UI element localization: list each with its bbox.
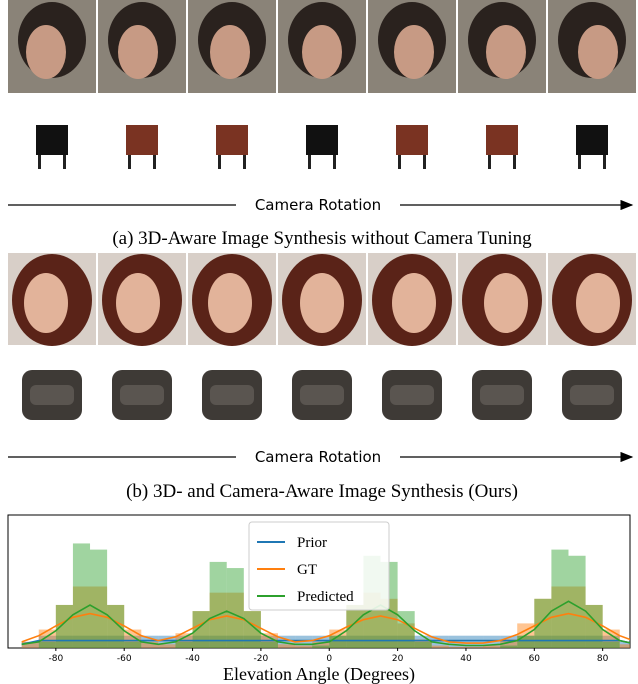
x-tick-label: -20 — [254, 654, 269, 664]
histogram-bar — [603, 642, 620, 648]
legend-label: Prior — [297, 535, 327, 551]
chair-leg — [488, 155, 491, 169]
face — [484, 273, 528, 333]
x-axis-label: Elevation Angle (Degrees) — [223, 664, 415, 684]
histogram-bar — [551, 550, 568, 648]
x-tick-label: 0 — [326, 654, 332, 664]
x-tick-label: 60 — [529, 654, 541, 664]
chair-leg — [513, 155, 516, 169]
x-tick-label: 40 — [460, 654, 472, 664]
histogram-bar — [278, 644, 295, 648]
histogram-bar — [312, 646, 329, 648]
chair-leg — [63, 155, 66, 169]
histogram-bar — [158, 644, 175, 648]
caption: (b) 3D- and Camera-Aware Image Synthesis… — [126, 481, 518, 502]
histogram-bar — [517, 636, 534, 648]
chair-image — [486, 125, 518, 155]
histogram-bar — [295, 646, 312, 648]
histogram-bar — [415, 642, 432, 648]
face — [300, 273, 344, 333]
histogram-bar — [73, 543, 90, 648]
chair-leg — [603, 155, 606, 169]
page: Camera Rotation (a) 3D-Aware Image Synth… — [0, 0, 638, 684]
chart: -80 -60 -40 -20 0 20 40 60 80 Elevation Angle (De… — [8, 515, 637, 684]
face — [208, 273, 252, 333]
histogram-bar — [261, 642, 278, 648]
histogram-bar — [56, 605, 73, 648]
legend-label: GT — [297, 562, 317, 578]
sofa-seat — [210, 385, 254, 405]
arrow-label: Camera Rotation — [255, 196, 381, 214]
chair-leg — [578, 155, 581, 169]
chair-leg — [243, 155, 246, 169]
figure: Camera Rotation (a) 3D-Aware Image Synth… — [0, 0, 638, 684]
sofa-seat — [390, 385, 434, 405]
chair-image — [216, 125, 248, 155]
face — [576, 273, 620, 333]
chair-image — [306, 125, 338, 155]
arrow-label: Camera Rotation — [255, 448, 381, 466]
chair-leg — [38, 155, 41, 169]
histogram-bar — [620, 644, 637, 648]
histogram-bar — [175, 642, 192, 648]
chair-leg — [128, 155, 131, 169]
histogram-bar — [193, 611, 210, 648]
chair-image — [36, 125, 68, 155]
histogram-bar — [244, 611, 261, 648]
histogram-bar — [227, 568, 244, 648]
histogram-bar — [39, 642, 56, 648]
histogram-bar — [210, 562, 227, 648]
face — [210, 25, 250, 79]
x-tick-label: 20 — [392, 654, 404, 664]
histogram-bar — [466, 647, 483, 648]
histogram-bar — [449, 647, 466, 648]
face — [486, 25, 526, 79]
sofa-seat — [120, 385, 164, 405]
chair-image — [126, 125, 158, 155]
histogram-bar — [329, 636, 346, 648]
face — [392, 273, 436, 333]
chair-leg — [308, 155, 311, 169]
histogram-bar — [90, 550, 107, 648]
chair-leg — [423, 155, 426, 169]
face — [24, 273, 68, 333]
histogram-bar — [107, 605, 124, 648]
face — [116, 273, 160, 333]
histogram-bar — [124, 642, 141, 648]
sofa-seat — [30, 385, 74, 405]
x-tick-label: -80 — [48, 654, 63, 664]
sofa-seat — [300, 385, 344, 405]
legend-label: Predicted — [297, 589, 354, 605]
chair-leg — [218, 155, 221, 169]
caption: (a) 3D-Aware Image Synthesis without Cam… — [112, 228, 532, 249]
chair-image — [576, 125, 608, 155]
chair-leg — [153, 155, 156, 169]
x-tick-label: -40 — [185, 654, 200, 664]
sofa-seat — [480, 385, 524, 405]
chair-image — [396, 125, 428, 155]
chair-leg — [398, 155, 401, 169]
face — [394, 25, 434, 79]
sofa-seat — [570, 385, 614, 405]
x-tick-label: 80 — [597, 654, 609, 664]
histogram-bar — [432, 646, 449, 648]
face — [26, 25, 66, 79]
x-tick-label: -60 — [117, 654, 132, 664]
histogram-bar — [500, 646, 517, 648]
face — [578, 25, 618, 79]
face — [302, 25, 342, 79]
face — [118, 25, 158, 79]
chair-leg — [333, 155, 336, 169]
